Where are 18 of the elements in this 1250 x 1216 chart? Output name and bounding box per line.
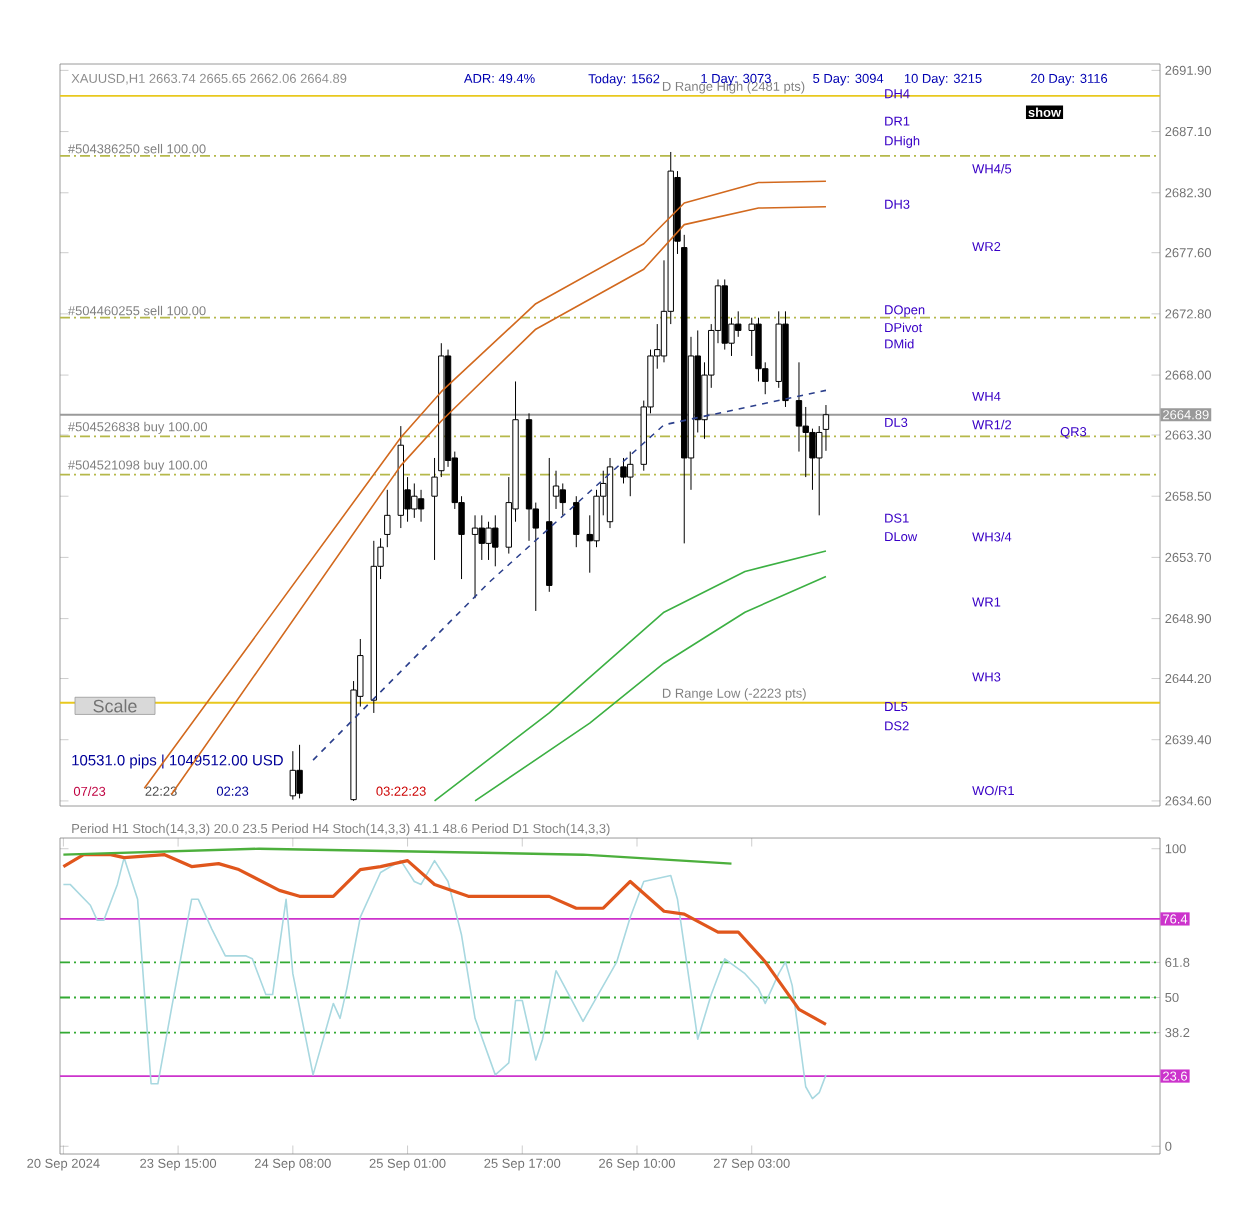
candlestick	[384, 489, 391, 548]
candlestick	[573, 495, 580, 548]
line-series	[62, 856, 827, 1100]
line-series	[433, 550, 827, 802]
candlestick	[485, 521, 492, 561]
line-series	[474, 575, 827, 802]
candlestick	[471, 514, 479, 599]
candlestick	[296, 744, 303, 799]
candlestick	[620, 457, 627, 484]
candlestick	[627, 451, 634, 497]
candlestick	[417, 489, 425, 523]
annotation: Scale	[93, 699, 137, 713]
line-series	[312, 389, 827, 761]
candlestick	[289, 750, 297, 801]
candlestick	[492, 514, 499, 567]
candlestick	[735, 310, 742, 338]
line-series	[62, 847, 733, 865]
candlestick	[411, 482, 418, 519]
